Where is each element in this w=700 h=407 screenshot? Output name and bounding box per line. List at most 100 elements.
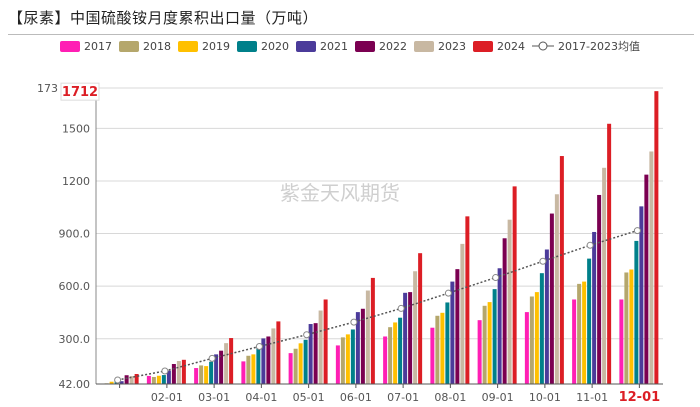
bar-2023-12-01 [649, 151, 654, 384]
average-point-06-01 [350, 318, 358, 326]
bar-2018-05-01 [293, 348, 298, 384]
bar-2022-09-01 [502, 238, 507, 384]
average-line [117, 229, 638, 381]
legend-item-average[interactable]: 2017-2023均值 [532, 38, 640, 54]
bar-2021-12-01 [639, 206, 644, 384]
bar-2023-08-01 [460, 243, 465, 384]
bar-2017-08-01 [430, 327, 435, 384]
bar-2019-04-01 [251, 354, 256, 384]
legend-item-2023[interactable]: 2023 [414, 40, 466, 53]
x-tick-label: 06-01 [340, 391, 372, 404]
bar-2024-01-01 [134, 374, 139, 384]
x-tick-label: 07-01 [387, 391, 419, 404]
y-tick-label: 600.0 [59, 280, 91, 293]
average-point-10-01 [539, 257, 547, 265]
bar-2019-08-01 [440, 312, 445, 384]
legend-item-2020[interactable]: 2020 [237, 40, 289, 53]
y-tick-label: 42.00 [59, 378, 91, 391]
bar-2017-04-01 [241, 361, 246, 384]
bar-2024-11-01 [607, 123, 612, 384]
bar-2023-04-01 [271, 328, 276, 384]
bar-2018-10-01 [529, 296, 534, 384]
bar-2019-06-01 [345, 334, 350, 384]
bar-2024-04-01 [276, 321, 281, 384]
legend-swatch [414, 40, 435, 52]
bar-2017-09-01 [477, 320, 482, 384]
bar-2021-10-01 [544, 249, 549, 384]
bar-2022-10-01 [549, 213, 554, 384]
bar-2018-08-01 [435, 315, 440, 384]
bar-2020-10-01 [539, 273, 544, 384]
bar-2017-10-01 [524, 312, 529, 384]
bar-2024-09-01 [512, 186, 517, 384]
bar-2022-11-01 [597, 194, 602, 384]
bar-2018-07-01 [388, 327, 393, 384]
bar-2024-03-01 [229, 338, 234, 384]
bar-2023-09-01 [507, 219, 512, 384]
x-tick-label: 12-01 [619, 390, 661, 405]
legend-label: 2022 [379, 39, 408, 53]
bar-2022-08-01 [455, 269, 460, 384]
legend-label: 2018 [143, 39, 172, 53]
bar-2020-07-01 [398, 317, 403, 384]
average-point-07-01 [397, 304, 405, 312]
legend-label: 2021 [320, 39, 349, 53]
bar-2019-11-01 [582, 281, 587, 384]
bar-2019-02-01 [156, 375, 161, 384]
bar-2020-05-01 [303, 339, 308, 384]
bar-2021-09-01 [497, 268, 502, 384]
average-point-05-01 [303, 331, 311, 339]
legend-item-2021[interactable]: 2021 [296, 40, 348, 53]
legend-item-2022[interactable]: 2022 [355, 40, 407, 53]
bar-2020-12-01 [634, 240, 639, 384]
bar-2019-01-01 [109, 381, 114, 384]
legend-item-2018[interactable]: 2018 [119, 40, 171, 53]
highlight-value-label: 1712 [62, 85, 98, 100]
bar-2017-02-01 [146, 375, 151, 384]
legend-label: 2024 [497, 39, 526, 53]
bar-2024-07-01 [418, 253, 423, 384]
bar-2021-02-01 [166, 370, 171, 384]
bar-2017-11-01 [572, 299, 577, 384]
bar-2018-12-01 [624, 272, 629, 384]
legend-swatch [473, 40, 494, 52]
bar-2020-09-01 [492, 289, 497, 384]
bar-2019-03-01 [204, 366, 209, 384]
bar-2017-05-01 [288, 353, 293, 384]
bar-2020-03-01 [209, 361, 214, 384]
x-tick-label: 02-01 [151, 391, 183, 404]
bar-2024-06-01 [370, 277, 375, 384]
average-point-04-01 [255, 342, 263, 350]
legend-item-2017[interactable]: 2017 [60, 40, 112, 53]
x-tick-label: 10-01 [529, 391, 561, 404]
legend-item-2024[interactable]: 2024 [473, 40, 525, 53]
bar-2018-03-01 [199, 365, 204, 384]
bar-2024-12-01 [654, 91, 659, 384]
bar-2017-12-01 [619, 299, 624, 384]
average-point-02-01 [161, 367, 169, 375]
bar-2018-04-01 [246, 355, 251, 384]
legend-item-2019[interactable]: 2019 [178, 40, 230, 53]
bar-2023-02-01 [176, 361, 181, 384]
y-tick-label: 173 [37, 82, 58, 95]
y-tick-label: 900.0 [59, 228, 91, 241]
bar-2023-11-01 [602, 167, 607, 384]
bar-2022-03-01 [219, 350, 224, 384]
bar-2019-05-01 [298, 343, 303, 384]
bar-2023-07-01 [413, 271, 418, 384]
bar-2017-03-01 [194, 368, 199, 384]
legend-swatch [296, 40, 317, 52]
x-tick-label: 08-01 [434, 391, 466, 404]
bar-2020-08-01 [445, 302, 450, 384]
average-point-01-01 [114, 376, 122, 384]
bar-2023-01-01 [129, 376, 134, 384]
bar-2019-10-01 [534, 292, 539, 384]
bar-2023-05-01 [318, 310, 323, 384]
x-tick-label: 09-01 [482, 391, 514, 404]
bar-2020-11-01 [587, 258, 592, 384]
bar-2017-07-01 [383, 336, 388, 384]
bar-2022-02-01 [171, 364, 176, 384]
legend-swatch [178, 40, 199, 52]
legend-label: 2023 [438, 39, 467, 53]
